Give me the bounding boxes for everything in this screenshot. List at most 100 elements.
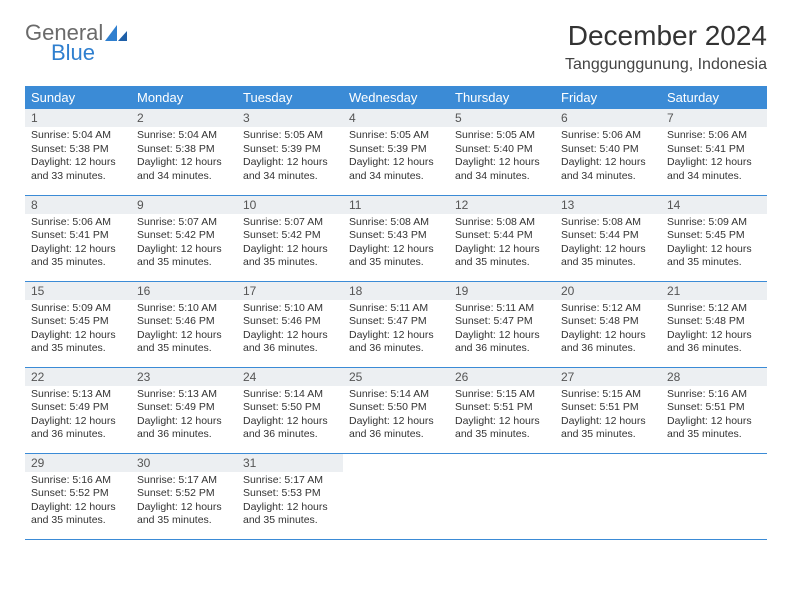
calendar-cell: 16Sunrise: 5:10 AMSunset: 5:46 PMDayligh… — [131, 281, 237, 367]
calendar-cell: 13Sunrise: 5:08 AMSunset: 5:44 PMDayligh… — [555, 195, 661, 281]
calendar-cell: 29Sunrise: 5:16 AMSunset: 5:52 PMDayligh… — [25, 453, 131, 539]
calendar-cell: 10Sunrise: 5:07 AMSunset: 5:42 PMDayligh… — [237, 195, 343, 281]
day-number: 10 — [237, 196, 343, 214]
day-header: Wednesday — [343, 86, 449, 109]
day-details: Sunrise: 5:17 AMSunset: 5:53 PMDaylight:… — [237, 472, 343, 535]
calendar-cell: 5Sunrise: 5:05 AMSunset: 5:40 PMDaylight… — [449, 109, 555, 195]
day-number: 15 — [25, 282, 131, 300]
location: Tanggunggunung, Indonesia — [565, 56, 767, 74]
calendar-cell — [555, 453, 661, 539]
calendar-cell: 19Sunrise: 5:11 AMSunset: 5:47 PMDayligh… — [449, 281, 555, 367]
day-details: Sunrise: 5:12 AMSunset: 5:48 PMDaylight:… — [661, 300, 767, 363]
calendar-cell: 17Sunrise: 5:10 AMSunset: 5:46 PMDayligh… — [237, 281, 343, 367]
day-number: 18 — [343, 282, 449, 300]
day-details: Sunrise: 5:04 AMSunset: 5:38 PMDaylight:… — [25, 127, 131, 190]
day-details: Sunrise: 5:15 AMSunset: 5:51 PMDaylight:… — [555, 386, 661, 449]
day-details: Sunrise: 5:10 AMSunset: 5:46 PMDaylight:… — [131, 300, 237, 363]
calendar-cell: 14Sunrise: 5:09 AMSunset: 5:45 PMDayligh… — [661, 195, 767, 281]
day-details: Sunrise: 5:05 AMSunset: 5:39 PMDaylight:… — [343, 127, 449, 190]
page-title: December 2024 — [565, 20, 767, 52]
day-header-row: Sunday Monday Tuesday Wednesday Thursday… — [25, 86, 767, 109]
day-header: Monday — [131, 86, 237, 109]
calendar-cell: 20Sunrise: 5:12 AMSunset: 5:48 PMDayligh… — [555, 281, 661, 367]
calendar-cell: 11Sunrise: 5:08 AMSunset: 5:43 PMDayligh… — [343, 195, 449, 281]
calendar-cell: 28Sunrise: 5:16 AMSunset: 5:51 PMDayligh… — [661, 367, 767, 453]
day-details: Sunrise: 5:12 AMSunset: 5:48 PMDaylight:… — [555, 300, 661, 363]
sail-icon — [105, 23, 127, 46]
calendar-row: 8Sunrise: 5:06 AMSunset: 5:41 PMDaylight… — [25, 195, 767, 281]
day-number: 24 — [237, 368, 343, 386]
day-header: Thursday — [449, 86, 555, 109]
calendar-cell: 1Sunrise: 5:04 AMSunset: 5:38 PMDaylight… — [25, 109, 131, 195]
day-details: Sunrise: 5:06 AMSunset: 5:41 PMDaylight:… — [661, 127, 767, 190]
day-details: Sunrise: 5:08 AMSunset: 5:44 PMDaylight:… — [555, 214, 661, 277]
calendar-cell: 25Sunrise: 5:14 AMSunset: 5:50 PMDayligh… — [343, 367, 449, 453]
calendar-cell: 9Sunrise: 5:07 AMSunset: 5:42 PMDaylight… — [131, 195, 237, 281]
day-number: 8 — [25, 196, 131, 214]
calendar-cell: 23Sunrise: 5:13 AMSunset: 5:49 PMDayligh… — [131, 367, 237, 453]
day-details: Sunrise: 5:11 AMSunset: 5:47 PMDaylight:… — [343, 300, 449, 363]
calendar-cell — [661, 453, 767, 539]
day-number: 20 — [555, 282, 661, 300]
day-number: 29 — [25, 454, 131, 472]
calendar-cell: 21Sunrise: 5:12 AMSunset: 5:48 PMDayligh… — [661, 281, 767, 367]
day-details: Sunrise: 5:08 AMSunset: 5:44 PMDaylight:… — [449, 214, 555, 277]
day-header: Friday — [555, 86, 661, 109]
day-number: 19 — [449, 282, 555, 300]
calendar-row: 1Sunrise: 5:04 AMSunset: 5:38 PMDaylight… — [25, 109, 767, 195]
day-number: 22 — [25, 368, 131, 386]
day-details: Sunrise: 5:13 AMSunset: 5:49 PMDaylight:… — [131, 386, 237, 449]
day-number: 13 — [555, 196, 661, 214]
calendar-cell — [449, 453, 555, 539]
calendar-cell: 12Sunrise: 5:08 AMSunset: 5:44 PMDayligh… — [449, 195, 555, 281]
day-number: 30 — [131, 454, 237, 472]
calendar-table: Sunday Monday Tuesday Wednesday Thursday… — [25, 86, 767, 540]
calendar-cell: 2Sunrise: 5:04 AMSunset: 5:38 PMDaylight… — [131, 109, 237, 195]
day-details: Sunrise: 5:16 AMSunset: 5:51 PMDaylight:… — [661, 386, 767, 449]
day-details: Sunrise: 5:07 AMSunset: 5:42 PMDaylight:… — [237, 214, 343, 277]
calendar-cell: 4Sunrise: 5:05 AMSunset: 5:39 PMDaylight… — [343, 109, 449, 195]
day-number: 28 — [661, 368, 767, 386]
calendar-cell: 27Sunrise: 5:15 AMSunset: 5:51 PMDayligh… — [555, 367, 661, 453]
day-details: Sunrise: 5:14 AMSunset: 5:50 PMDaylight:… — [343, 386, 449, 449]
logo-text: General Blue — [25, 20, 127, 66]
day-number: 9 — [131, 196, 237, 214]
day-number: 23 — [131, 368, 237, 386]
day-number: 11 — [343, 196, 449, 214]
calendar-cell — [343, 453, 449, 539]
day-details: Sunrise: 5:15 AMSunset: 5:51 PMDaylight:… — [449, 386, 555, 449]
day-details: Sunrise: 5:06 AMSunset: 5:41 PMDaylight:… — [25, 214, 131, 277]
day-number: 3 — [237, 109, 343, 127]
title-block: December 2024 Tanggunggunung, Indonesia — [565, 20, 767, 74]
day-number: 12 — [449, 196, 555, 214]
day-number: 21 — [661, 282, 767, 300]
day-details: Sunrise: 5:08 AMSunset: 5:43 PMDaylight:… — [343, 214, 449, 277]
calendar-cell: 26Sunrise: 5:15 AMSunset: 5:51 PMDayligh… — [449, 367, 555, 453]
day-details: Sunrise: 5:04 AMSunset: 5:38 PMDaylight:… — [131, 127, 237, 190]
calendar-cell: 8Sunrise: 5:06 AMSunset: 5:41 PMDaylight… — [25, 195, 131, 281]
day-details: Sunrise: 5:06 AMSunset: 5:40 PMDaylight:… — [555, 127, 661, 190]
calendar-cell: 30Sunrise: 5:17 AMSunset: 5:52 PMDayligh… — [131, 453, 237, 539]
day-number: 26 — [449, 368, 555, 386]
calendar-cell: 7Sunrise: 5:06 AMSunset: 5:41 PMDaylight… — [661, 109, 767, 195]
calendar-cell: 31Sunrise: 5:17 AMSunset: 5:53 PMDayligh… — [237, 453, 343, 539]
day-number: 25 — [343, 368, 449, 386]
day-number: 16 — [131, 282, 237, 300]
day-header: Sunday — [25, 86, 131, 109]
logo: General Blue — [25, 20, 127, 66]
day-details: Sunrise: 5:13 AMSunset: 5:49 PMDaylight:… — [25, 386, 131, 449]
day-details: Sunrise: 5:11 AMSunset: 5:47 PMDaylight:… — [449, 300, 555, 363]
day-number: 2 — [131, 109, 237, 127]
day-details: Sunrise: 5:17 AMSunset: 5:52 PMDaylight:… — [131, 472, 237, 535]
calendar-cell: 6Sunrise: 5:06 AMSunset: 5:40 PMDaylight… — [555, 109, 661, 195]
day-number: 14 — [661, 196, 767, 214]
day-header: Saturday — [661, 86, 767, 109]
calendar-row: 22Sunrise: 5:13 AMSunset: 5:49 PMDayligh… — [25, 367, 767, 453]
calendar-cell: 24Sunrise: 5:14 AMSunset: 5:50 PMDayligh… — [237, 367, 343, 453]
header: General Blue December 2024 Tanggunggunun… — [25, 20, 767, 74]
calendar-cell: 22Sunrise: 5:13 AMSunset: 5:49 PMDayligh… — [25, 367, 131, 453]
day-number: 7 — [661, 109, 767, 127]
calendar-row: 15Sunrise: 5:09 AMSunset: 5:45 PMDayligh… — [25, 281, 767, 367]
day-number: 27 — [555, 368, 661, 386]
day-number: 17 — [237, 282, 343, 300]
